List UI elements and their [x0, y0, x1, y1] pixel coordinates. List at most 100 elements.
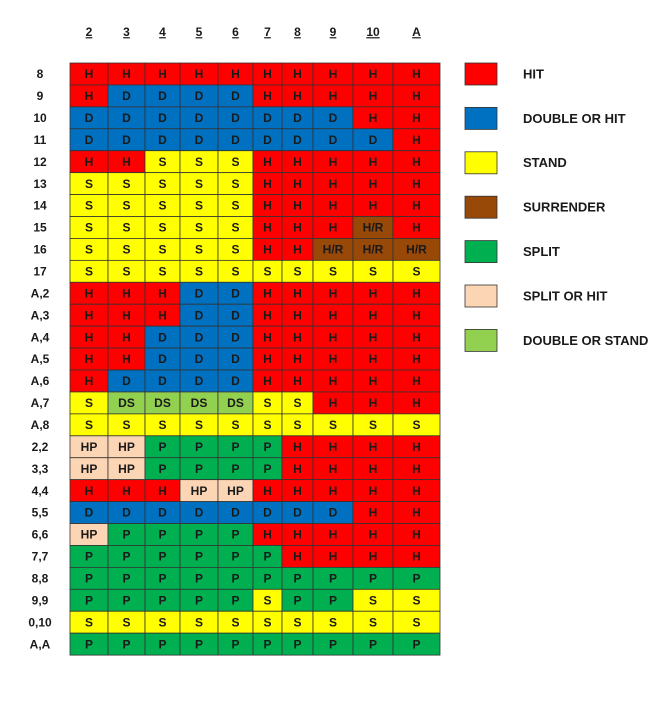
cell-text: H: [369, 506, 378, 520]
cell-text: S: [158, 265, 166, 279]
cell-text: S: [231, 615, 239, 629]
cell-text: D: [122, 133, 131, 147]
cell-text: P: [195, 440, 203, 454]
cell-text: H: [329, 67, 338, 81]
cell-text: H: [369, 462, 378, 476]
cell-text: D: [329, 506, 338, 520]
cell-text: S: [412, 418, 420, 432]
cell-text: HP: [227, 484, 244, 498]
cell-text: D: [231, 308, 240, 322]
cell-text: P: [369, 637, 377, 651]
cell-text: H: [263, 352, 272, 366]
cell-text: D: [293, 133, 302, 147]
cell-text: S: [329, 265, 337, 279]
cell-text: P: [158, 440, 166, 454]
cell-text: S: [195, 177, 203, 191]
cell-text: H: [412, 67, 421, 81]
cell-text: H: [412, 286, 421, 300]
cell-text: D: [195, 89, 204, 103]
cell-text: H: [293, 67, 302, 81]
cell-text: H: [195, 67, 204, 81]
cell-text: S: [85, 199, 93, 213]
cell-text: H: [412, 111, 421, 125]
cell-text: S: [231, 199, 239, 213]
cell-text: H: [293, 177, 302, 191]
cell-text: H: [329, 528, 338, 542]
cell-text: S: [122, 418, 130, 432]
legend-swatch: [464, 195, 498, 219]
legend-label: STAND: [523, 155, 567, 170]
cell-text: D: [329, 111, 338, 125]
cell-text: H: [369, 111, 378, 125]
legend-label: SPLIT: [523, 244, 560, 259]
cell-text: H: [293, 243, 302, 257]
cell-text: S: [158, 243, 166, 257]
cell-text: H: [329, 374, 338, 388]
cell-text: D: [122, 89, 131, 103]
cell-text: D: [158, 352, 167, 366]
cell-text: D: [158, 133, 167, 147]
row-label: 11: [34, 133, 47, 147]
cell-text: HP: [118, 440, 135, 454]
cell-text: S: [85, 221, 93, 235]
cell-text: S: [195, 155, 203, 169]
cell-text: H: [369, 89, 378, 103]
cell-text: P: [412, 572, 420, 586]
cell-text: D: [293, 506, 302, 520]
cell-text: D: [231, 286, 240, 300]
cell-text: H: [412, 330, 421, 344]
cell-text: DS: [118, 396, 135, 410]
cell-text: P: [263, 550, 271, 564]
cell-text: H: [158, 308, 167, 322]
legend-label: SPLIT OR HIT: [523, 288, 608, 303]
cell-text: P: [329, 637, 337, 651]
cell-text: H: [329, 352, 338, 366]
cell-text: H: [263, 528, 272, 542]
cell-text: S: [122, 615, 130, 629]
row-label: 0,10: [28, 615, 52, 629]
cell-text: D: [195, 308, 204, 322]
column-header: 4: [159, 25, 166, 39]
cell-text: S: [85, 615, 93, 629]
cell-text: H: [412, 221, 421, 235]
cell-text: P: [231, 572, 239, 586]
cell-text: H: [412, 155, 421, 169]
legend-swatch: [464, 240, 498, 264]
cell-text: H: [293, 484, 302, 498]
cell-text: S: [158, 615, 166, 629]
column-header: 9: [330, 25, 337, 39]
cell-text: P: [263, 637, 271, 651]
row-label: 10: [33, 111, 47, 125]
cell-text: D: [195, 352, 204, 366]
cell-text: D: [369, 133, 378, 147]
cell-text: S: [231, 418, 239, 432]
cell-text: S: [122, 243, 130, 257]
cell-text: H: [293, 286, 302, 300]
cell-text: H: [293, 374, 302, 388]
cell-text: S: [293, 265, 301, 279]
legend-swatch: [464, 62, 498, 86]
cell-text: H: [85, 89, 94, 103]
cell-text: S: [122, 265, 130, 279]
row-label: A,2: [31, 286, 50, 300]
cell-text: S: [195, 199, 203, 213]
cell-text: D: [231, 133, 240, 147]
cell-text: S: [85, 396, 93, 410]
row-label: A,4: [31, 330, 50, 344]
row-label: 8: [37, 67, 44, 81]
column-header: 3: [123, 25, 130, 39]
cell: [392, 632, 441, 656]
cell-text: DS: [227, 396, 244, 410]
row-label: A,7: [31, 396, 50, 410]
cell-text: H: [263, 374, 272, 388]
cell-text: S: [158, 155, 166, 169]
cell-text: H: [369, 440, 378, 454]
cell-text: D: [231, 506, 240, 520]
cell-text: S: [158, 418, 166, 432]
row-label: 14: [33, 199, 47, 213]
cell-text: H: [293, 199, 302, 213]
row-label: A,3: [31, 308, 50, 322]
cell-text: S: [412, 265, 420, 279]
cell-text: H: [369, 550, 378, 564]
cell-text: DS: [154, 396, 171, 410]
